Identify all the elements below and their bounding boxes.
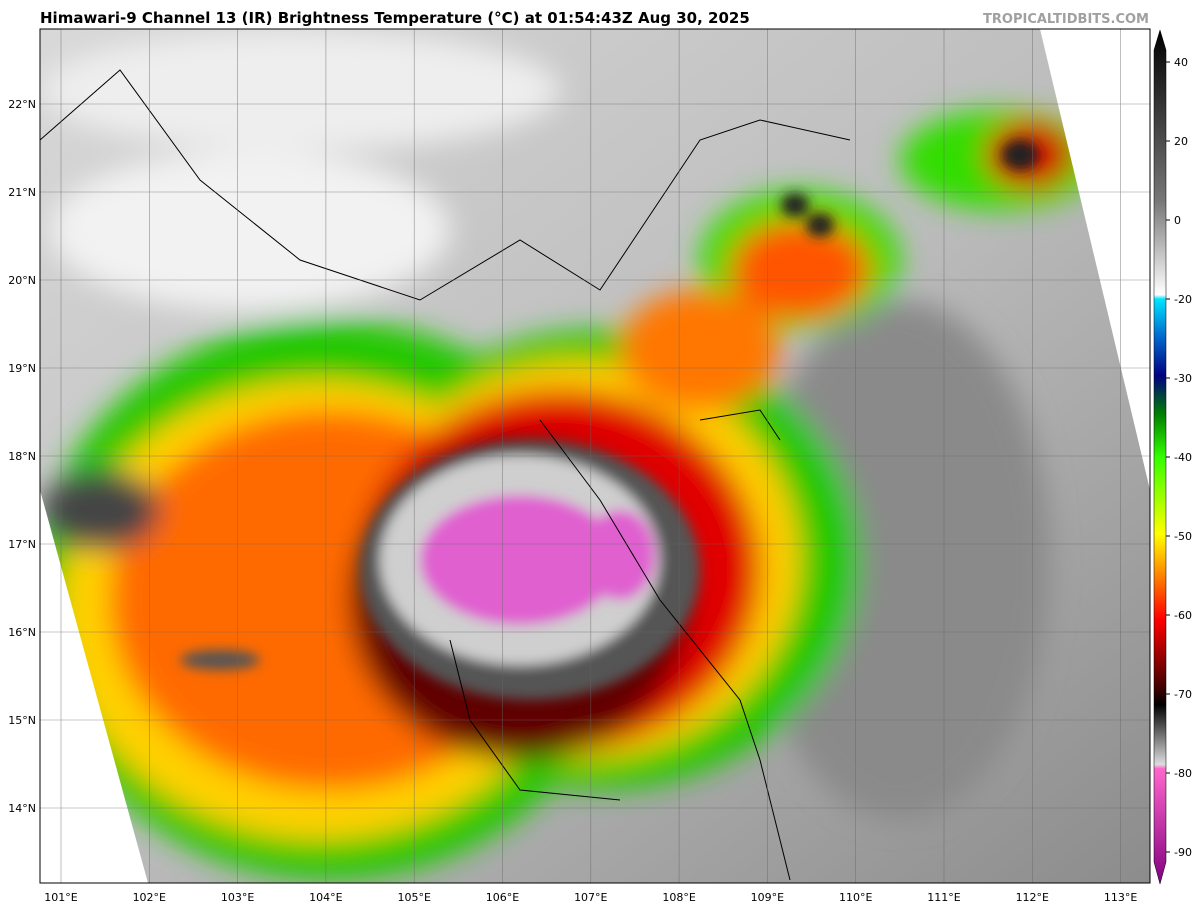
lon-label: 101°E	[44, 891, 77, 904]
lon-label: 108°E	[662, 891, 695, 904]
map-frame	[39, 28, 1151, 884]
lon-label: 102°E	[133, 891, 166, 904]
colorbar-label: -20	[1174, 293, 1192, 306]
lon-label: 104°E	[309, 891, 342, 904]
colorbar-label: -80	[1174, 767, 1192, 780]
lat-label: 14°N	[8, 802, 36, 815]
title: Himawari-9 Channel 13 (IR) Brightness Te…	[40, 9, 750, 27]
colorbar-label: -40	[1174, 451, 1192, 464]
colorbar-label: -60	[1174, 609, 1192, 622]
lon-label: 105°E	[397, 891, 430, 904]
lat-label: 19°N	[8, 362, 36, 375]
lon-label: 107°E	[574, 891, 607, 904]
lat-label: 15°N	[8, 714, 36, 727]
lat-label: 18°N	[8, 450, 36, 463]
lon-label: 111°E	[927, 891, 960, 904]
colorbar	[1153, 29, 1167, 885]
colorbar-label: -50	[1174, 530, 1192, 543]
colorbar-label: -70	[1174, 688, 1192, 701]
colorbar-label: -90	[1174, 846, 1192, 859]
lon-label: 112°E	[1016, 891, 1049, 904]
satellite-image	[40, 29, 1150, 883]
lat-label: 22°N	[8, 98, 36, 111]
lat-label: 16°N	[8, 626, 36, 639]
colorbar-label: 20	[1174, 135, 1188, 148]
lat-label: 17°N	[8, 538, 36, 551]
colorbar-label: -30	[1174, 372, 1192, 385]
coastline	[40, 69, 851, 881]
lon-label: 109°E	[751, 891, 784, 904]
lat-label: 20°N	[8, 274, 36, 287]
credit: TROPICALTIDBITS.COM	[983, 12, 1149, 27]
lat-label: 21°N	[8, 186, 36, 199]
lon-label: 110°E	[839, 891, 872, 904]
colorbar-label: 0	[1174, 214, 1181, 227]
colorbar-label: 40	[1174, 56, 1188, 69]
lon-label: 106°E	[486, 891, 519, 904]
lon-label: 113°E	[1104, 891, 1137, 904]
lon-label: 103°E	[221, 891, 254, 904]
